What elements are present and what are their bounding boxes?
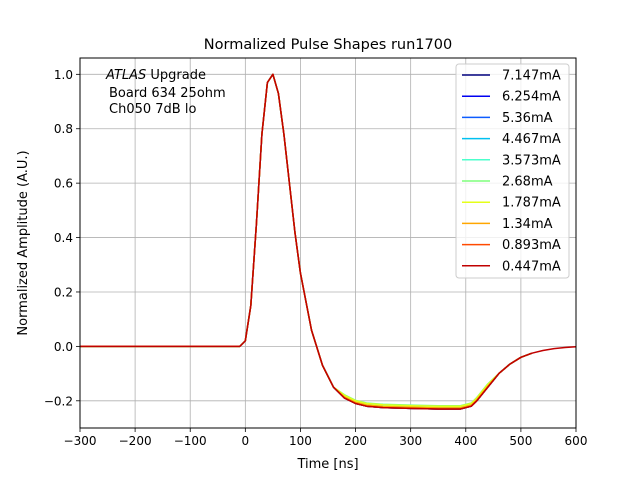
legend-label-2: 5.36mA xyxy=(502,111,553,126)
annotation-line-3: Ch050 7dB lo xyxy=(109,102,196,117)
annotation-box: ATLAS Upgrade Board 634 25ohm Ch050 7dB … xyxy=(105,68,226,117)
legend-label-5: 2.68mA xyxy=(502,175,553,190)
series-line-9 xyxy=(80,73,577,410)
legend-label-0: 7.147mA xyxy=(502,69,561,84)
series-lines xyxy=(80,73,577,410)
chart-title: Normalized Pulse Shapes run1700 xyxy=(204,37,452,53)
x-tick-label: −300 xyxy=(64,434,97,448)
y-tick-label: 1.0 xyxy=(54,68,73,82)
legend-label-8: 0.893mA xyxy=(502,238,561,253)
x-axis-label: Time [ns] xyxy=(296,457,358,472)
legend-label-7: 1.34mA xyxy=(502,217,553,232)
y-tick-label: −0.2 xyxy=(44,394,73,408)
x-tick-label: −200 xyxy=(119,434,152,448)
y-tick-label: 0.0 xyxy=(54,340,73,354)
legend-label-1: 6.254mA xyxy=(502,90,561,105)
x-tick-label: 200 xyxy=(344,434,367,448)
legend-label-3: 4.467mA xyxy=(502,132,561,147)
y-axis-label: Normalized Amplitude (A.U.) xyxy=(16,150,31,335)
plot-frame xyxy=(79,57,577,429)
legend: 7.147mA 6.254mA 5.36mA 4.467mA 3.573mA 2.68mA… xyxy=(455,63,570,279)
y-tick-label: 0.2 xyxy=(54,285,73,299)
annotation-line-1: ATLAS Upgrade xyxy=(105,68,206,83)
x-tick-label: 500 xyxy=(509,434,532,448)
x-tick-label: −100 xyxy=(174,434,207,448)
annotation-experiment: ATLAS xyxy=(105,68,146,83)
annotation-line-2: Board 634 25ohm xyxy=(109,86,226,101)
legend-label-6: 1.787mA xyxy=(502,196,561,211)
legend-label-4: 3.573mA xyxy=(502,153,561,168)
y-tick-label: 0.6 xyxy=(54,177,73,191)
y-tick-label: 0.4 xyxy=(54,231,73,245)
legend-label-9: 0.447mA xyxy=(502,259,561,274)
x-tick-label: 100 xyxy=(289,434,312,448)
x-tick-label: 0 xyxy=(242,434,250,448)
annotation-upgrade: Upgrade xyxy=(146,68,206,83)
y-tick-label: 0.8 xyxy=(54,122,73,136)
axis-ticks: −300 −200 −100 0 100 200 300 400 500 600 −0.2 0.0 0.… xyxy=(44,68,588,448)
x-tick-label: 600 xyxy=(565,434,588,448)
x-tick-label: 400 xyxy=(454,434,477,448)
x-tick-label: 300 xyxy=(399,434,422,448)
